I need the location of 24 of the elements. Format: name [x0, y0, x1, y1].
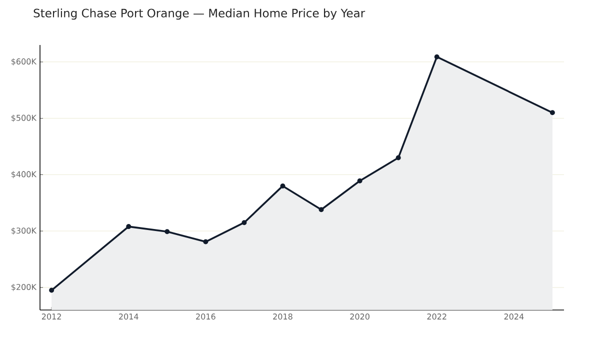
point	[49, 288, 54, 293]
y-tick-label: $300K	[12, 227, 37, 235]
x-tick-label: 2016	[196, 314, 216, 320]
y-tick-label: $200K	[12, 284, 37, 292]
x-tick-label: 2022	[427, 314, 446, 320]
point	[280, 183, 286, 188]
x-tick-label: 2020	[350, 314, 370, 320]
point	[203, 239, 208, 244]
x-tick-label: 2018	[273, 314, 292, 320]
y-tick-label: $500K	[12, 114, 37, 122]
point	[550, 110, 555, 116]
x-tick-label: 2024	[504, 314, 524, 320]
point	[318, 207, 324, 212]
chart-title: Sterling Chase Port Orange — Median Home Price by Year	[34, 8, 366, 20]
point	[396, 155, 401, 160]
y-tick-label: $400K	[12, 171, 37, 178]
y-tick-label: $600K	[12, 58, 37, 66]
point	[357, 178, 362, 184]
x-tick-label: 2012	[42, 314, 61, 320]
point	[164, 229, 170, 234]
point	[126, 224, 132, 230]
x-tick-label: 2014	[119, 314, 138, 320]
point	[434, 54, 440, 60]
point	[242, 220, 247, 226]
